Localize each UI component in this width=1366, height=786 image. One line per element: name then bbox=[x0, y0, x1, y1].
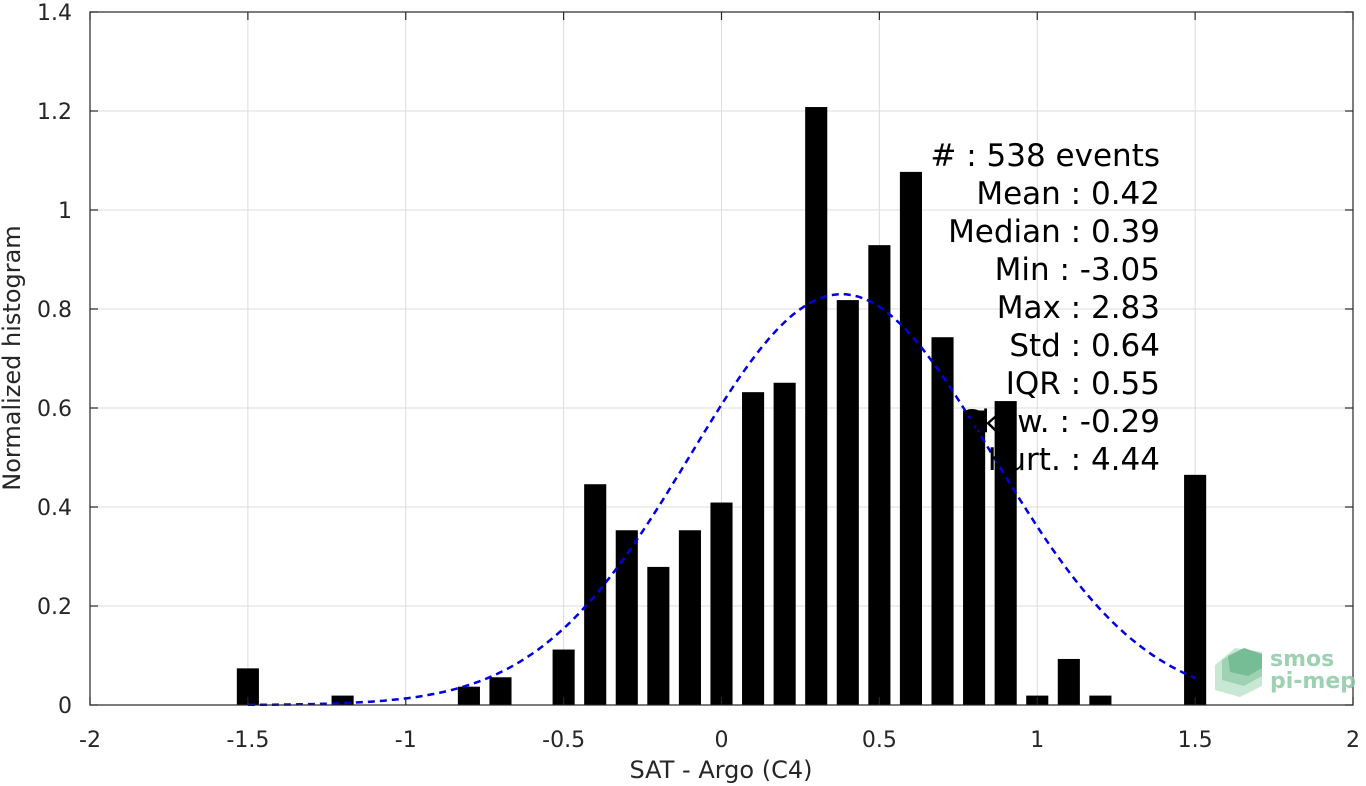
logo-line2: pi-mep bbox=[1270, 669, 1356, 694]
histogram-bar bbox=[489, 677, 512, 705]
histogram-bar bbox=[710, 502, 733, 705]
logo-icon bbox=[1215, 648, 1262, 697]
histogram-bar bbox=[899, 171, 923, 705]
x-tick-label: 1 bbox=[1030, 728, 1044, 753]
histogram-bar bbox=[773, 382, 796, 705]
y-tick-label: 0.8 bbox=[37, 298, 72, 323]
stat-line: IQR : 0.55 bbox=[1006, 366, 1160, 402]
y-tick-label: 1 bbox=[58, 199, 72, 224]
x-tick-label: -1.5 bbox=[226, 728, 269, 753]
x-tick-label: 1.5 bbox=[1178, 728, 1213, 753]
smos-pi-mep-logo: smos pi-mep bbox=[1215, 647, 1356, 697]
histogram-bar bbox=[236, 668, 259, 705]
stat-line: Median : 0.39 bbox=[948, 214, 1160, 250]
histogram-bar bbox=[331, 695, 354, 705]
x-axis-label: SAT - Argo (C4) bbox=[630, 756, 813, 784]
histogram-bar bbox=[805, 107, 828, 706]
histogram-bar bbox=[1184, 474, 1207, 705]
y-tick-label: 0.2 bbox=[37, 595, 72, 620]
histogram-bar bbox=[836, 300, 859, 705]
histogram-bar bbox=[931, 337, 954, 705]
x-tick-label: 0 bbox=[715, 728, 729, 753]
x-tick-label: 2 bbox=[1346, 728, 1360, 753]
stat-line: Min : -3.05 bbox=[995, 252, 1160, 288]
y-axis-label: Normalized histogram bbox=[0, 225, 26, 490]
histogram-bar bbox=[963, 410, 986, 705]
stat-line: Skew. : -0.29 bbox=[962, 404, 1160, 440]
x-tick-label: -2 bbox=[79, 728, 101, 753]
histogram-bar bbox=[678, 530, 701, 705]
y-tick-label: 1.4 bbox=[37, 1, 72, 26]
histogram-bar bbox=[584, 484, 607, 705]
bar-series bbox=[236, 107, 1207, 706]
axes-box bbox=[89, 11, 1354, 706]
histogram-bar bbox=[868, 245, 891, 705]
stat-line: Kurt. : 4.44 bbox=[988, 442, 1160, 478]
stat-line: Max : 2.83 bbox=[997, 290, 1160, 326]
y-tick-label: 0.4 bbox=[37, 496, 72, 521]
histogram-bar bbox=[1057, 658, 1080, 705]
x-tick-label: -0.5 bbox=[542, 728, 585, 753]
stat-line: Mean : 0.42 bbox=[976, 176, 1160, 212]
y-tick-label: 0 bbox=[58, 694, 72, 719]
histogram-bar bbox=[615, 530, 638, 705]
histogram-bar bbox=[647, 566, 670, 705]
histogram-bar bbox=[994, 401, 1017, 705]
x-tick-label: -1 bbox=[395, 728, 417, 753]
logo-line1: smos bbox=[1270, 647, 1334, 672]
tick-labels: -2 -1.5 -1 -0.5 0 0.5 1 1.5 2 0 0.2 0.4 0.6 0.8 1 1.2 1.… bbox=[37, 1, 1360, 753]
stat-line: # : 538 events bbox=[930, 138, 1160, 174]
histogram-bar bbox=[742, 392, 765, 705]
stat-line: Std : 0.64 bbox=[1009, 328, 1160, 364]
x-tick-label: 0.5 bbox=[862, 728, 897, 753]
y-tick-label: 1.2 bbox=[37, 100, 72, 125]
histogram-bar bbox=[1089, 695, 1112, 705]
y-tick-label: 0.6 bbox=[37, 397, 72, 422]
histogram-bar bbox=[552, 649, 575, 705]
histogram-bar bbox=[457, 686, 480, 705]
